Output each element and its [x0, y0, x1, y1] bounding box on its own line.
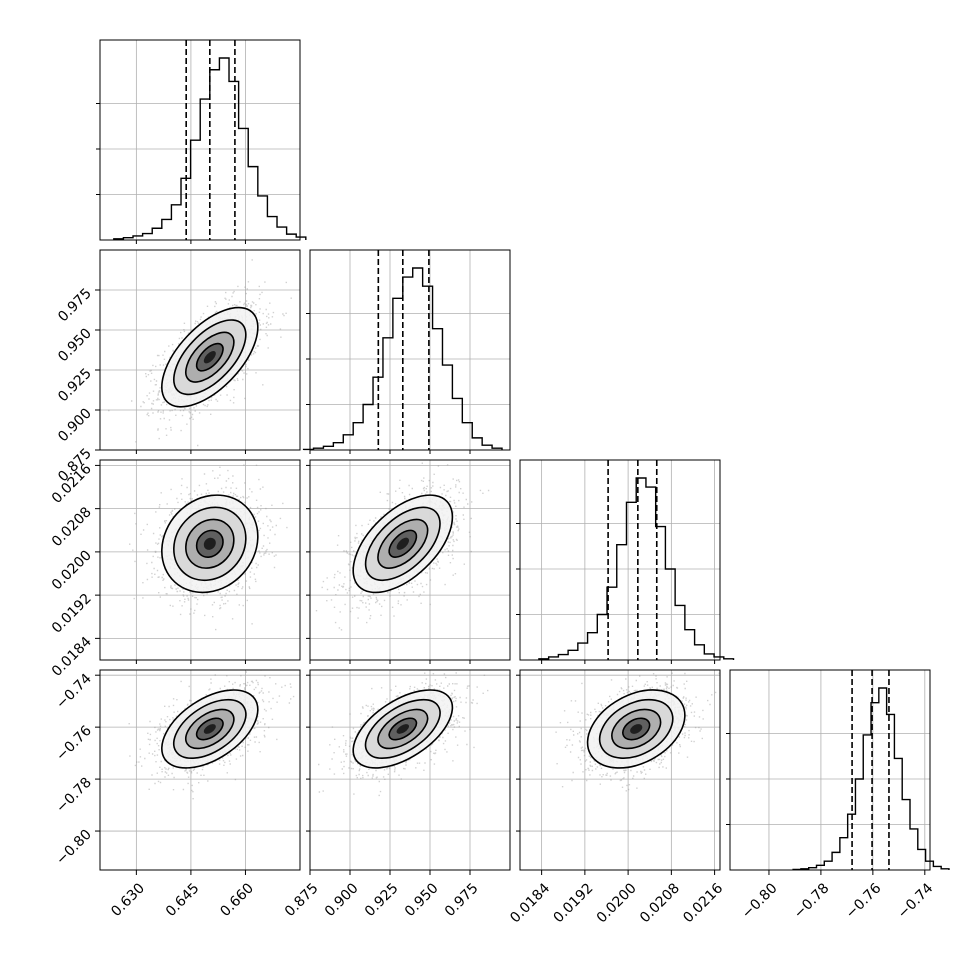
contour-2	[185, 331, 235, 383]
panel-frame	[99, 39, 301, 241]
panel-frame	[99, 249, 301, 451]
x-tick-label: −0.78	[791, 880, 833, 922]
contour-2	[377, 708, 429, 750]
density-fill-4	[630, 724, 643, 734]
pair-panel-1-2	[309, 459, 511, 661]
contour-1	[173, 506, 247, 582]
x-tick-label: 0.975	[442, 880, 482, 920]
panel-background	[730, 670, 930, 870]
contour-1	[598, 698, 674, 759]
pair-panel-0-3	[99, 669, 301, 871]
contour-0	[352, 494, 454, 594]
density-layer	[128, 670, 295, 800]
x-tick-label: −0.74	[895, 880, 937, 922]
y-tick-label: −0.78	[53, 775, 95, 817]
x-tick-label: 0.875	[282, 880, 322, 920]
y-tick-label: 0.900	[55, 406, 95, 446]
panel-frame	[99, 459, 301, 661]
panel-frame	[309, 249, 511, 451]
panel-background	[520, 460, 720, 660]
x-tick-label: −0.80	[739, 880, 781, 922]
panel-frame	[309, 459, 511, 661]
contour-2	[185, 708, 235, 750]
y-tick-label: 0.0184	[49, 634, 95, 680]
hist-panel-1	[302, 249, 511, 451]
y-tick-label: 0.0192	[49, 591, 95, 637]
y-tick-label: −0.80	[53, 827, 95, 869]
panel-frame	[519, 459, 721, 661]
density-fill-4	[203, 537, 216, 550]
panel-frame	[309, 669, 511, 871]
y-tick-label: 0.0208	[49, 504, 95, 550]
contour-3	[195, 717, 224, 741]
density-layer	[310, 462, 490, 631]
panel-background	[310, 250, 510, 450]
x-tick-label: 0.645	[163, 880, 203, 920]
density-layer	[555, 670, 720, 792]
hist-panel-0	[96, 39, 307, 241]
contour-0	[352, 689, 454, 769]
density-layer	[108, 259, 292, 447]
contour-1	[364, 506, 441, 582]
contour-2	[185, 518, 235, 569]
x-tick-label: 0.0208	[637, 880, 683, 926]
density-fill-4	[396, 724, 409, 734]
x-tick-label: −0.76	[843, 880, 885, 922]
x-tick-label: 0.900	[322, 880, 362, 920]
y-tick-label: 0.950	[55, 326, 95, 366]
contour-1	[173, 698, 247, 759]
y-tick-label: 0.975	[55, 286, 95, 326]
histogram-3	[792, 687, 950, 871]
pair-panel-0-2	[99, 459, 301, 661]
hist-panel-2	[516, 459, 735, 661]
contour-0	[161, 306, 259, 408]
density-fill-4	[203, 351, 216, 364]
contour-3	[195, 529, 224, 558]
x-tick-label: 0.0216	[680, 880, 726, 926]
hist-panel-3	[726, 669, 950, 871]
contour-2	[377, 518, 429, 569]
x-tick-label: 0.950	[402, 880, 442, 920]
histogram-0	[113, 57, 307, 240]
contour-2	[611, 708, 662, 750]
x-tick-label: 0.925	[362, 880, 402, 920]
contour-0	[161, 494, 259, 594]
y-tick-label: 0.0200	[49, 547, 95, 593]
panel-frame	[519, 669, 721, 871]
density-layer	[318, 670, 489, 797]
x-tick-label: 0.0184	[507, 880, 553, 926]
contour-3	[388, 717, 418, 741]
x-tick-label: 0.660	[217, 880, 257, 920]
density-layer	[129, 464, 288, 631]
histogram-2	[538, 477, 735, 660]
contour-1	[364, 698, 441, 759]
panel-frame	[99, 669, 301, 871]
x-tick-label: 0.0192	[551, 880, 597, 926]
contour-0	[586, 689, 686, 769]
density-fill-4	[396, 537, 410, 550]
contour-3	[195, 342, 224, 372]
contour-1	[173, 319, 247, 396]
panel-frame	[729, 669, 931, 871]
contour-3	[388, 529, 418, 558]
pair-panel-2-3	[519, 669, 721, 871]
x-tick-label: 0.0200	[594, 880, 640, 926]
pair-panel-0-1	[99, 249, 301, 451]
y-tick-label: 0.925	[55, 366, 95, 406]
contour-3	[622, 717, 651, 741]
y-tick-label: −0.76	[53, 723, 95, 765]
x-tick-label: 0.630	[108, 880, 148, 920]
pair-panel-1-3	[309, 669, 511, 871]
contour-0	[161, 689, 259, 769]
